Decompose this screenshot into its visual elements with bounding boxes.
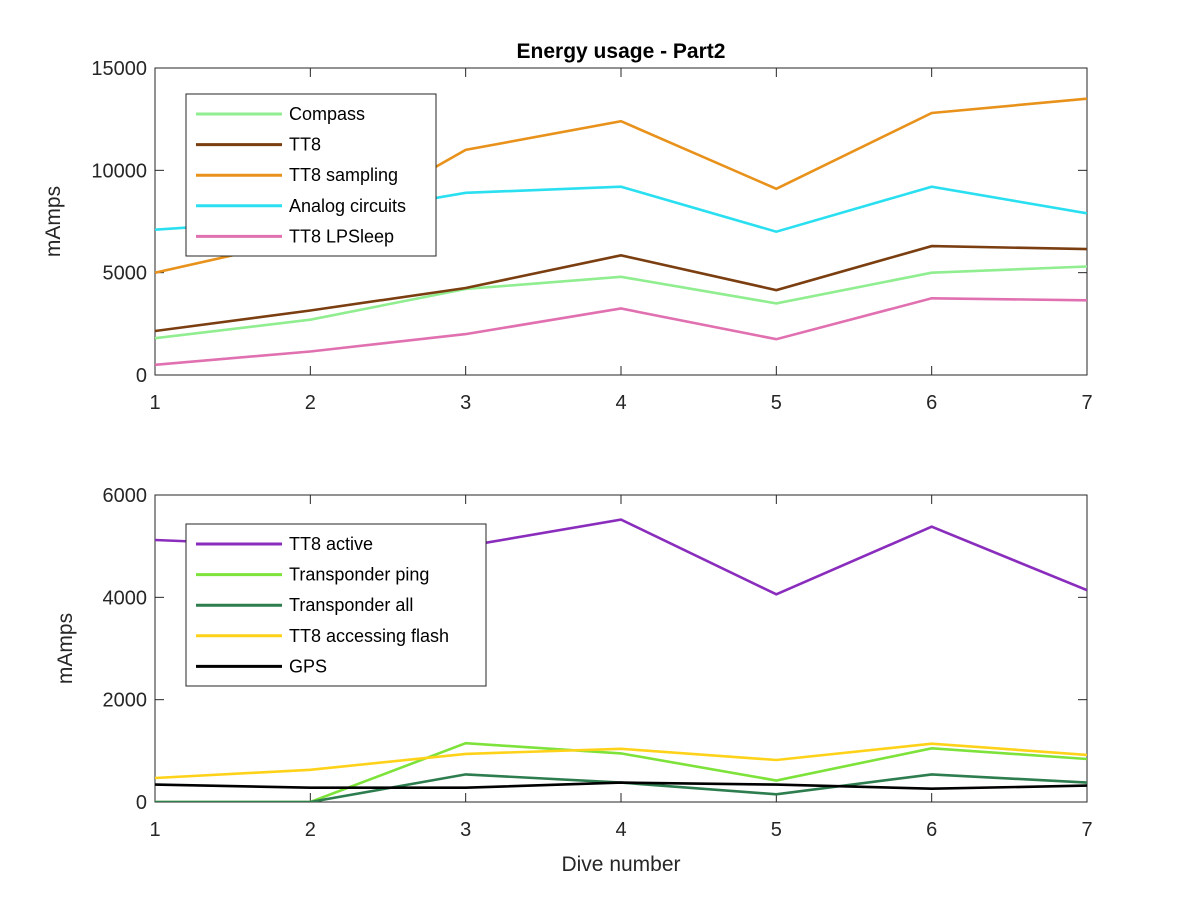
bottom-legend-label-tt8-active: TT8 active xyxy=(289,534,373,554)
top-xtick-label: 6 xyxy=(926,392,937,414)
bottom-series-line-gps xyxy=(155,781,1087,791)
top-plot: 1 2 3 4 5 6 7 0 5000 10000 15000 mAmps Compass TT8 TT8… xyxy=(42,58,1093,414)
top-xtick-label: 3 xyxy=(460,392,471,414)
top-xtick-label: 1 xyxy=(149,392,160,414)
top-ytick-label: 10000 xyxy=(91,160,147,182)
top-ytick-label: 0 xyxy=(136,365,147,387)
bottom-legend-label-tt8-accessing-flash: TT8 accessing flash xyxy=(289,626,449,646)
top-legend: Compass TT8 TT8 sampling Analog circuits TT8… xyxy=(185,93,437,257)
bottom-xtick-label: 4 xyxy=(615,819,626,841)
top-series-line-tt8 xyxy=(155,244,1087,333)
bottom-ytick-label: 0 xyxy=(136,792,147,814)
top-ytick-label: 15000 xyxy=(91,58,147,80)
bottom-series-line-tt8-accessing-flash xyxy=(155,742,1087,780)
top-legend-label-tt8-sampling: TT8 sampling xyxy=(289,165,398,185)
bottom-xtick-label: 2 xyxy=(305,819,316,841)
top-series-line-tt8-lpsleep xyxy=(155,296,1087,367)
bottom-ytick-label: 4000 xyxy=(103,587,148,609)
top-xtick-label: 4 xyxy=(615,392,626,414)
bottom-ytick-label: 2000 xyxy=(103,690,148,712)
chart-title: Energy usage - Part2 xyxy=(517,40,726,63)
bottom-plot: 1 2 3 4 5 6 7 0 2000 4000 6000 mAmps Dive number TT8 … xyxy=(54,485,1093,876)
bottom-xtick-label: 5 xyxy=(771,819,782,841)
top-ylabel: mAmps xyxy=(42,186,65,257)
top-xtick-label: 7 xyxy=(1081,392,1092,414)
bottom-ylabel: mAmps xyxy=(54,613,77,684)
bottom-xtick-label: 6 xyxy=(926,819,937,841)
top-xtick-label: 2 xyxy=(305,392,316,414)
bottom-xtick-label: 3 xyxy=(460,819,471,841)
bottom-ytick-label: 6000 xyxy=(103,485,148,507)
bottom-xtick-label: 7 xyxy=(1081,819,1092,841)
top-legend-label-tt8-lpsleep: TT8 LPSleep xyxy=(289,226,394,246)
top-legend-label-tt8: TT8 xyxy=(289,135,321,155)
top-xtick-label: 5 xyxy=(771,392,782,414)
bottom-legend-label-gps: GPS xyxy=(289,656,327,676)
top-series-line-compass xyxy=(155,265,1087,340)
bottom-legend: TT8 active Transponder ping Transponder al… xyxy=(185,523,487,687)
bottom-legend-label-transponder-all: Transponder all xyxy=(289,595,413,615)
bottom-legend-label-transponder-ping: Transponder ping xyxy=(289,565,429,585)
bottom-xlabel: Dive number xyxy=(561,853,680,876)
bottom-series-line-transponder-ping xyxy=(155,741,1087,802)
bottom-xtick-label: 1 xyxy=(149,819,160,841)
top-ytick-label: 5000 xyxy=(103,263,148,285)
top-legend-label-analog-circuits: Analog circuits xyxy=(289,196,406,216)
top-legend-label-compass: Compass xyxy=(289,104,365,124)
